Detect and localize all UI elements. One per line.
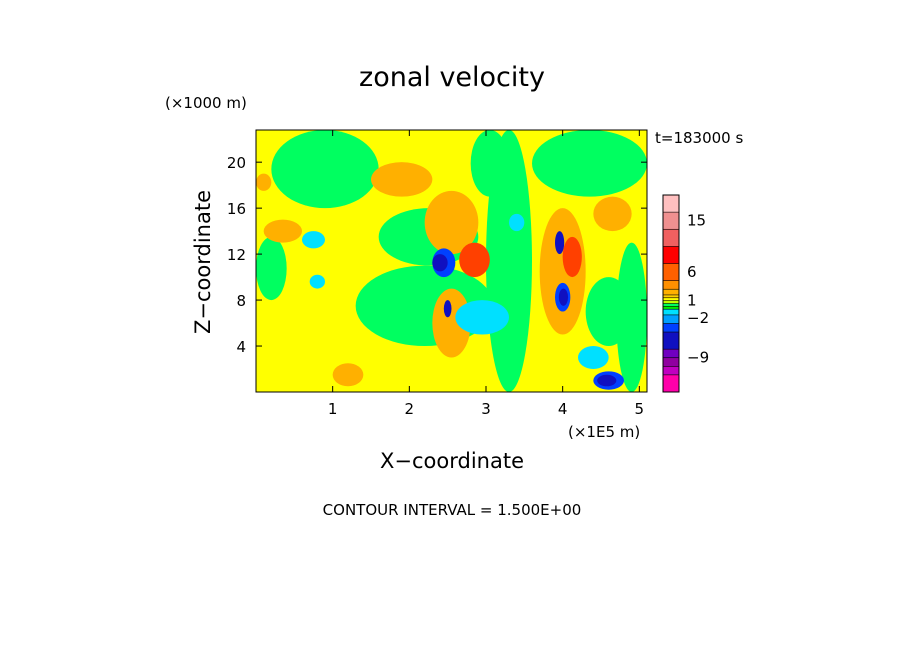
colorbar-label: 1 [687,292,697,310]
field-region-green [616,242,647,392]
field-region-orange [424,190,479,255]
x-tick-label: 5 [635,400,645,418]
field-region-green [256,236,287,301]
x-tick-label: 2 [405,400,415,418]
colorbar-band [663,300,679,304]
field-region-darkblue [597,374,617,387]
field-region-cyan [455,300,509,335]
velocity-field [256,130,647,392]
x-unit-label: (×1E5 m) [568,423,640,441]
colorbar-band [663,195,679,213]
colorbar-band [663,349,679,358]
colorbar-band [663,309,679,315]
y-tick-label: 16 [227,200,246,218]
colorbar-label: −9 [687,349,709,367]
contour-interval-note: CONTOUR INTERVAL = 1.500E+00 [323,501,582,519]
field-region-cyan [309,274,326,289]
y-axis: 4 8 12 16 20 [227,154,647,356]
x-tick-label: 1 [328,400,338,418]
field-region-orange [256,173,272,191]
colorbar-label: −2 [687,309,709,327]
field-region-darkblue [558,288,569,306]
colorbar-band [663,314,679,324]
field-region-red [562,236,582,278]
colorbar-label: 6 [687,263,697,281]
field-region-darkblue [432,254,448,272]
y-axis-title: Z−coordinate [191,190,215,334]
x-tick-label: 3 [481,400,491,418]
colorbar-band [663,374,679,392]
colorbar [663,195,679,393]
x-tick-label: 4 [558,400,568,418]
field-region-red [459,242,490,278]
time-label: t=183000 s [655,129,743,147]
colorbar-band [663,357,679,367]
y-tick-label: 8 [236,292,246,310]
field-region-cyan [509,213,525,232]
colorbar-label: 15 [687,212,706,230]
field-region-green [585,277,632,347]
colorbar-band [663,294,679,298]
field-region-orange [371,162,433,197]
plot-frame [255,129,648,393]
colorbar-labels: 15 6 1−2 −9 [687,212,709,367]
field-region-orange [593,196,632,232]
colorbar-band [663,263,679,281]
colorbar-band [663,303,679,307]
colorbar-band [663,297,679,301]
colorbar-band [663,246,679,264]
x-axis-title: X−coordinate [380,449,524,473]
colorbar-band [663,332,679,350]
field-region-orange [263,219,303,243]
y-tick-label: 4 [236,338,246,356]
colorbar-band [663,289,679,295]
colorbar-band [663,229,679,247]
colorbar-band [663,366,679,375]
x-axis: 1 2 3 4 5 [328,130,644,418]
chart-title: zonal velocity [359,62,545,93]
colorbar-band [663,323,679,333]
field-region-green [271,130,379,209]
colorbar-band [663,280,679,290]
field-region-cyan [578,346,609,370]
y-tick-label: 12 [227,246,246,264]
y-tick-label: 20 [227,154,246,172]
colorbar-band [663,306,679,310]
field-region-orange [332,363,364,387]
field-region-cyan [302,231,325,249]
field-region-orange [432,288,471,358]
field-region-darkblue [443,300,452,318]
field-region-darkblue [555,231,565,255]
colorbar-frame [662,194,680,393]
y-unit-label: (×1000 m) [165,94,247,112]
field-region-green [532,130,647,197]
field-region-green [470,130,510,197]
colorbar-band [663,212,679,230]
